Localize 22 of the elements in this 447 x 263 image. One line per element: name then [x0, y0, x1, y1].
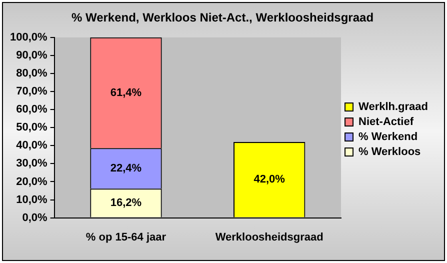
y-tick-label: 40,0%: [16, 140, 48, 152]
y-tick-label: 0,0%: [22, 212, 48, 224]
y-tick-label: 60,0%: [16, 104, 48, 116]
x-tick-label: % op 15-64 jaar: [86, 231, 167, 244]
data-label: 16,2%: [110, 196, 142, 209]
y-tick-label: 50,0%: [16, 122, 48, 134]
chart-title: % Werkend, Werkloos Niet-Act., Werkloosheidsgraad: [71, 10, 374, 25]
y-tick-label: 10,0%: [16, 194, 48, 206]
data-label: 42,0%: [254, 174, 286, 186]
y-tick-label: 100,0%: [10, 31, 48, 44]
legend-label: % Werkend: [358, 131, 418, 144]
legend-label: Niet-Actief: [358, 116, 414, 128]
y-tick-label: 30,0%: [16, 158, 48, 170]
y-tick-label: 70,0%: [16, 86, 48, 98]
legend-label: Werklh.graad: [358, 101, 428, 114]
data-label: 61,4%: [110, 86, 142, 99]
x-tick-label: Werkloosheidsgraad: [215, 231, 324, 244]
y-tick-label: 90,0%: [16, 49, 48, 62]
data-label: 22,4%: [110, 162, 142, 174]
y-tick-label: 20,0%: [16, 176, 48, 188]
y-tick-label: 80,0%: [16, 68, 48, 80]
legend-label: % Werkloos: [358, 146, 421, 158]
